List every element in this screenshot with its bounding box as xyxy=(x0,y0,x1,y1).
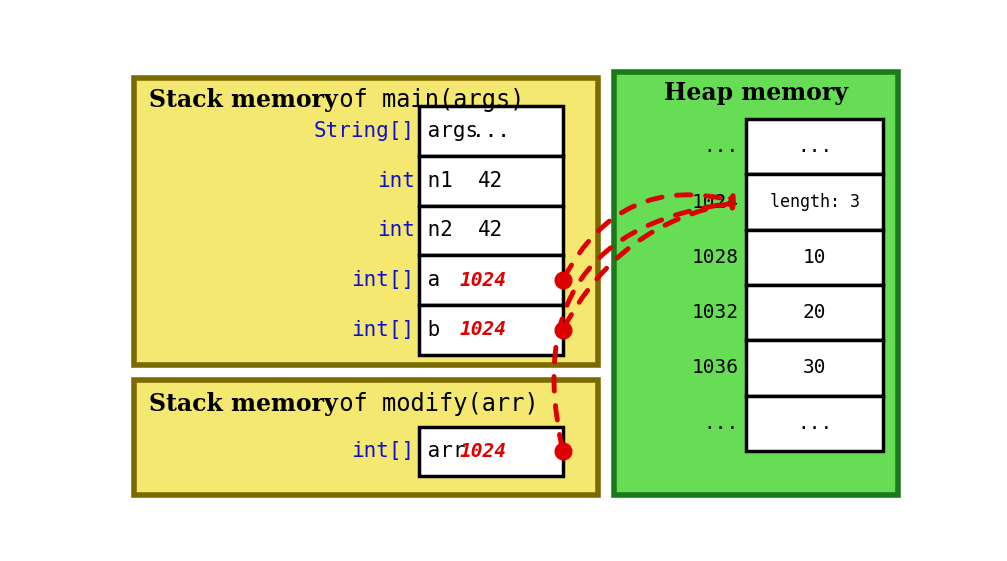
Text: 1024: 1024 xyxy=(460,320,507,339)
Text: int[]: int[] xyxy=(351,270,415,290)
FancyBboxPatch shape xyxy=(134,78,598,365)
Text: 30: 30 xyxy=(803,358,827,378)
Text: a: a xyxy=(415,270,440,290)
Text: String[]: String[] xyxy=(313,121,415,141)
FancyBboxPatch shape xyxy=(746,341,883,396)
Text: 1024: 1024 xyxy=(692,192,738,211)
Text: length: 3: length: 3 xyxy=(769,193,860,211)
Text: args: args xyxy=(415,121,477,141)
Text: of main(args): of main(args) xyxy=(325,88,525,112)
FancyBboxPatch shape xyxy=(419,255,563,305)
Text: Stack memory: Stack memory xyxy=(149,392,338,416)
FancyBboxPatch shape xyxy=(746,119,883,174)
Text: ...: ... xyxy=(797,137,832,157)
FancyBboxPatch shape xyxy=(746,285,883,341)
Text: n1: n1 xyxy=(415,171,452,191)
Text: ...: ... xyxy=(797,414,832,433)
Text: b: b xyxy=(415,320,440,340)
FancyBboxPatch shape xyxy=(134,380,598,495)
Text: ...: ... xyxy=(703,137,738,157)
FancyBboxPatch shape xyxy=(419,156,563,205)
Text: 1032: 1032 xyxy=(692,303,738,322)
Text: arr: arr xyxy=(415,442,465,462)
Text: 10: 10 xyxy=(803,248,827,267)
Text: 1036: 1036 xyxy=(692,358,738,378)
Text: int[]: int[] xyxy=(351,442,415,462)
FancyBboxPatch shape xyxy=(419,305,563,355)
FancyBboxPatch shape xyxy=(613,72,898,495)
Text: ...: ... xyxy=(472,121,510,141)
Text: 1028: 1028 xyxy=(692,248,738,267)
Text: Stack memory: Stack memory xyxy=(149,88,338,112)
Text: ...: ... xyxy=(703,414,738,433)
FancyBboxPatch shape xyxy=(746,396,883,451)
FancyBboxPatch shape xyxy=(746,174,883,230)
Text: n2: n2 xyxy=(415,220,452,241)
FancyBboxPatch shape xyxy=(419,426,563,476)
Text: of modify(arr): of modify(arr) xyxy=(325,392,539,416)
FancyBboxPatch shape xyxy=(746,230,883,285)
Text: 20: 20 xyxy=(803,303,827,322)
Text: 42: 42 xyxy=(478,171,504,191)
Text: 1024: 1024 xyxy=(460,442,507,461)
Text: int: int xyxy=(377,171,415,191)
Text: 42: 42 xyxy=(478,220,504,241)
Text: int[]: int[] xyxy=(351,320,415,340)
Text: 1024: 1024 xyxy=(460,270,507,289)
Text: int: int xyxy=(377,220,415,241)
Text: Heap memory: Heap memory xyxy=(664,81,848,105)
FancyBboxPatch shape xyxy=(419,205,563,255)
FancyBboxPatch shape xyxy=(419,106,563,156)
